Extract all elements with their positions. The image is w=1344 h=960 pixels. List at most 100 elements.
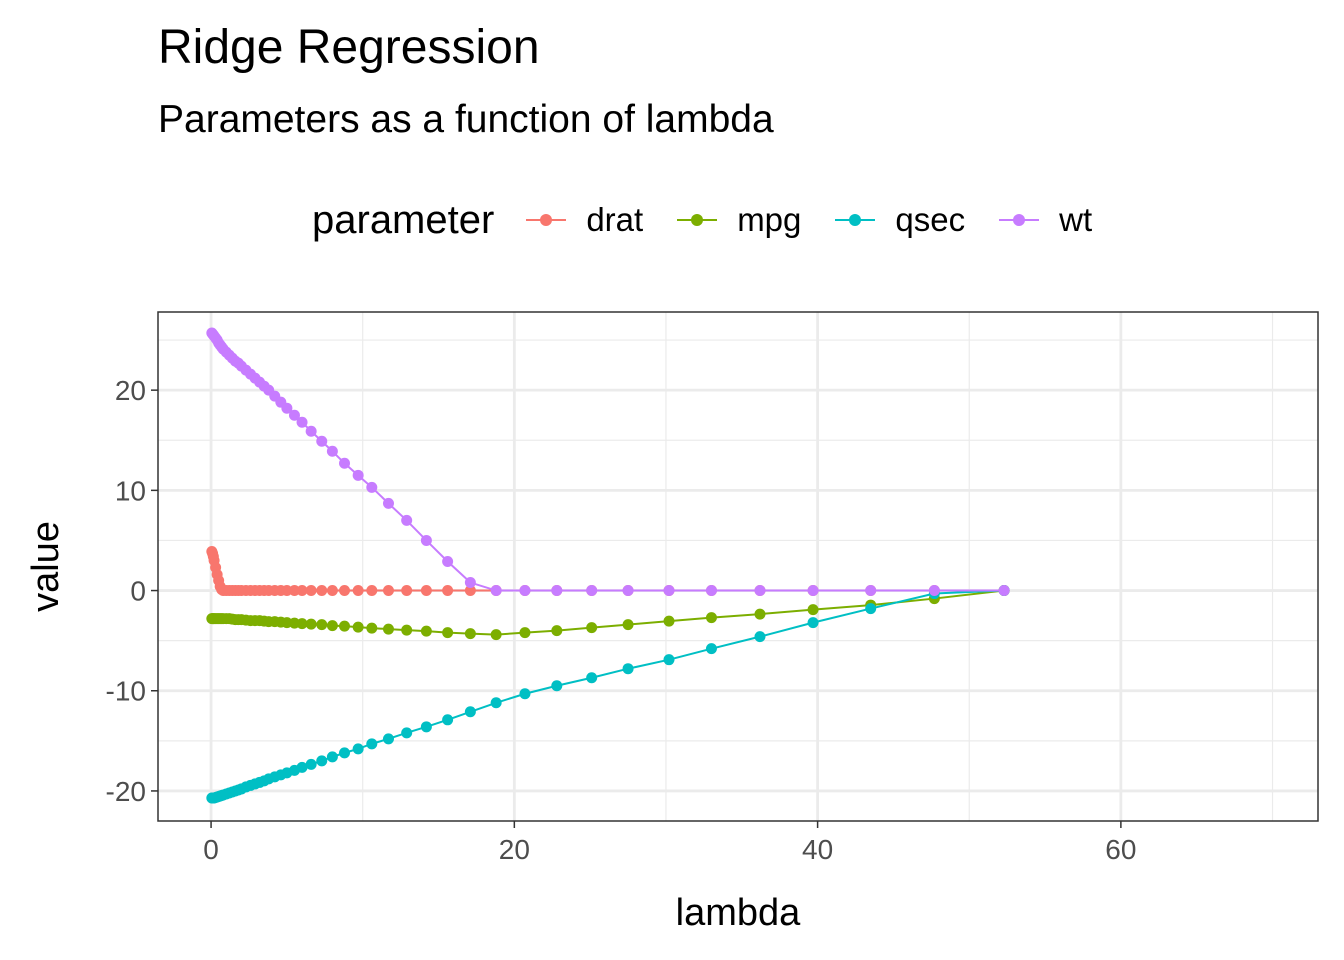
data-point-wt xyxy=(586,585,598,597)
data-point-wt xyxy=(281,402,293,414)
data-point-drat xyxy=(382,585,394,597)
data-point-drat xyxy=(326,585,338,597)
x-axis-title: lambda xyxy=(676,892,801,934)
data-point-mpg xyxy=(296,618,308,630)
data-point-mpg xyxy=(807,604,819,616)
data-point-wt xyxy=(663,585,675,597)
data-point-drat xyxy=(339,585,351,597)
data-point-qsec xyxy=(305,758,317,770)
x-tick-label: 0 xyxy=(203,834,219,865)
data-point-mpg xyxy=(420,625,432,637)
data-point-wt xyxy=(305,425,317,437)
data-point-mpg xyxy=(352,621,364,633)
data-point-qsec xyxy=(442,714,454,726)
chart-subtitle: Parameters as a function of lambda xyxy=(158,98,774,141)
data-point-wt xyxy=(326,445,338,457)
data-point-wt xyxy=(366,481,378,493)
chart-title: Ridge Regression xyxy=(158,21,540,74)
data-point-qsec xyxy=(352,743,364,755)
legend-key-wt xyxy=(995,210,1043,230)
data-point-qsec xyxy=(339,747,351,759)
legend-item-drat: drat xyxy=(522,201,643,239)
data-point-wt xyxy=(807,585,819,597)
legend-item-wt: wt xyxy=(995,201,1092,239)
data-point-mpg xyxy=(490,629,502,641)
data-point-qsec xyxy=(316,755,328,767)
data-point-wt xyxy=(754,585,766,597)
grid xyxy=(158,312,1318,821)
data-point-mpg xyxy=(316,619,328,631)
y-tick-label: 10 xyxy=(115,475,146,506)
data-point-wt xyxy=(316,435,328,447)
data-point-wt xyxy=(401,514,413,526)
data-point-drat xyxy=(352,585,364,597)
y-tick-label: -10 xyxy=(106,676,146,707)
data-point-wt xyxy=(865,585,877,597)
data-point-mpg xyxy=(464,628,476,640)
series-drat xyxy=(206,545,1010,597)
data-point-wt xyxy=(490,585,502,597)
data-point-mpg xyxy=(551,625,563,637)
legend-label-qsec: qsec xyxy=(895,201,966,238)
data-point-mpg xyxy=(754,608,766,620)
plot-panel-border xyxy=(157,311,1319,822)
data-point-wt xyxy=(519,585,531,597)
data-point-mpg xyxy=(382,623,394,635)
x-tick-label: 60 xyxy=(1105,834,1136,865)
data-point-mpg xyxy=(622,619,634,631)
y-axis-title: value xyxy=(25,521,67,612)
data-point-qsec xyxy=(464,706,476,718)
series-wt xyxy=(206,327,1010,597)
legend-label-drat: drat xyxy=(586,201,644,238)
data-point-qsec xyxy=(490,697,502,709)
y-tick-label: -20 xyxy=(106,776,146,807)
data-point-qsec xyxy=(366,738,378,750)
data-point-qsec xyxy=(326,751,338,763)
data-point-mpg xyxy=(442,627,454,639)
data-point-mpg xyxy=(305,618,317,630)
data-point-drat xyxy=(281,585,293,597)
data-point-wt xyxy=(420,534,432,546)
data-point-mpg xyxy=(519,627,531,639)
data-point-wt xyxy=(442,555,454,567)
data-point-wt xyxy=(551,585,563,597)
series-qsec xyxy=(206,585,1010,804)
data-point-mpg xyxy=(366,622,378,634)
series-line-drat xyxy=(210,551,1005,592)
data-point-mpg xyxy=(663,615,675,627)
x-tick-label: 20 xyxy=(499,834,530,865)
data-point-mpg xyxy=(401,624,413,636)
data-point-wt xyxy=(705,585,717,597)
data-point-qsec xyxy=(754,631,766,643)
data-point-qsec xyxy=(807,617,819,629)
data-point-qsec xyxy=(705,643,717,655)
legend-key-mpg xyxy=(673,210,721,230)
legend-label-wt: wt xyxy=(1059,201,1093,238)
legend: parameter drat mpg qsec wt xyxy=(312,192,1122,248)
data-point-qsec xyxy=(401,727,413,739)
data-point-drat xyxy=(464,585,476,597)
data-point-wt xyxy=(464,577,476,589)
data-point-drat xyxy=(316,585,328,597)
legend-key-drat xyxy=(522,210,570,230)
data-point-qsec xyxy=(663,654,675,666)
data-point-wt xyxy=(998,585,1010,597)
data-point-mpg xyxy=(326,620,338,632)
data-point-drat xyxy=(401,585,413,597)
data-point-drat xyxy=(288,585,300,597)
data-point-qsec xyxy=(296,761,308,773)
data-point-qsec xyxy=(865,603,877,615)
legend-key-qsec xyxy=(831,210,879,230)
axes: 0 20 40 60 -20 -10 0 10 20 xyxy=(106,375,1137,865)
data-point-wt xyxy=(622,585,634,597)
data-point-mpg xyxy=(339,620,351,632)
legend-label-mpg: mpg xyxy=(737,201,802,238)
data-point-qsec xyxy=(586,672,598,684)
legend-title: parameter xyxy=(312,197,495,242)
legend-item-qsec: qsec xyxy=(831,201,965,239)
data-point-qsec xyxy=(420,721,432,733)
x-tick-label: 40 xyxy=(802,834,833,865)
data-point-mpg xyxy=(705,612,717,624)
series-layer xyxy=(206,327,1010,804)
